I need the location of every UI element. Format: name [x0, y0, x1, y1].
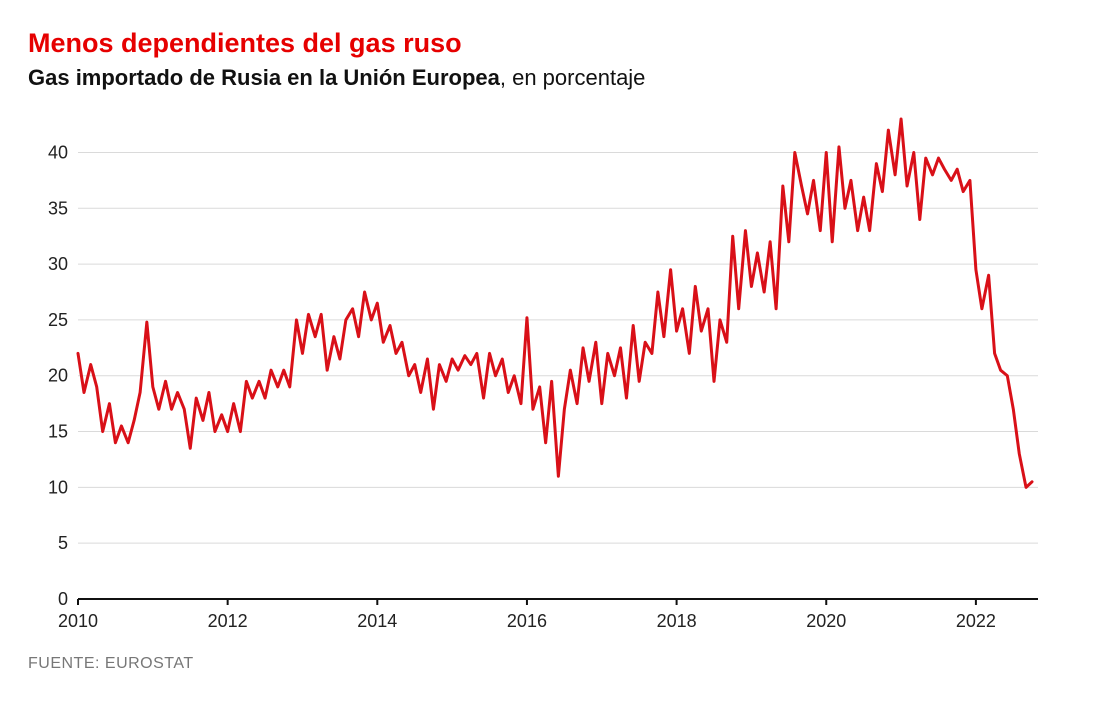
line-chart: 0 5 10 15 20 25 30 35 40 2010 2012 2014 2016 2018 2020…	[28, 109, 1048, 639]
svg-text:10: 10	[48, 477, 68, 497]
svg-text:15: 15	[48, 422, 68, 442]
svg-text:2020: 2020	[806, 611, 846, 631]
chart-container: Menos dependientes del gas ruso Gas impo…	[0, 0, 1099, 719]
svg-text:5: 5	[58, 533, 68, 553]
chart-source: FUENTE: EUROSTAT	[28, 655, 1063, 673]
svg-text:25: 25	[48, 310, 68, 330]
svg-text:2010: 2010	[58, 611, 98, 631]
svg-text:2014: 2014	[357, 611, 397, 631]
svg-text:35: 35	[48, 198, 68, 218]
svg-text:20: 20	[48, 366, 68, 386]
svg-text:2016: 2016	[507, 611, 547, 631]
svg-text:0: 0	[58, 589, 68, 609]
chart-subtitle: Gas importado de Rusia en la Unión Europ…	[28, 65, 1063, 91]
plot-area: 0 5 10 15 20 25 30 35 40 2010 2012 2014 2016 2018 2020…	[28, 109, 1048, 639]
svg-text:40: 40	[48, 142, 68, 162]
svg-text:2022: 2022	[956, 611, 996, 631]
svg-text:2012: 2012	[208, 611, 248, 631]
chart-title: Menos dependientes del gas ruso	[28, 28, 1063, 59]
svg-text:2018: 2018	[657, 611, 697, 631]
subtitle-rest: , en porcentaje	[500, 65, 646, 90]
subtitle-bold: Gas importado de Rusia en la Unión Europ…	[28, 65, 500, 90]
svg-text:30: 30	[48, 254, 68, 274]
